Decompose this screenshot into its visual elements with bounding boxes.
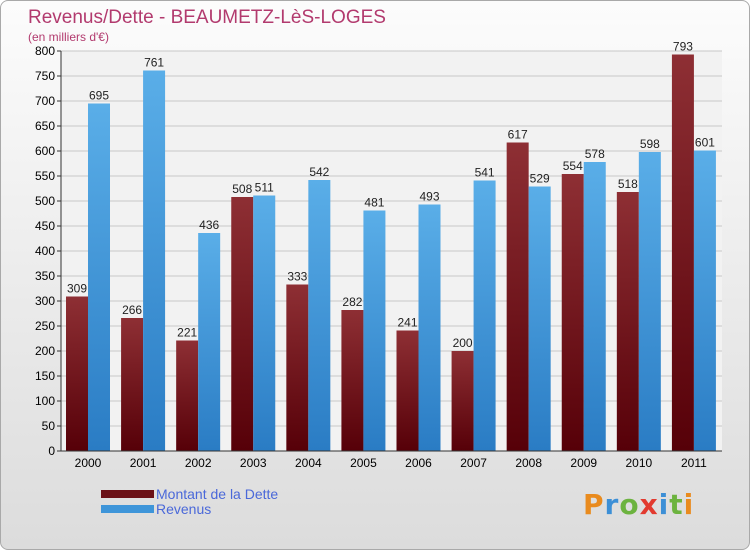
bar-dette	[231, 197, 254, 451]
y-tick-label: 800	[35, 44, 55, 58]
x-tick-label: 2001	[130, 456, 157, 470]
data-label-dette: 221	[177, 326, 197, 340]
x-tick-label: 2002	[185, 456, 212, 470]
bar-revenus	[418, 204, 441, 451]
bar-dette	[121, 318, 144, 451]
y-tick-label: 700	[35, 94, 55, 108]
bar-dette	[451, 351, 474, 451]
bar-dette	[616, 192, 639, 451]
data-label-dette: 200	[453, 336, 473, 350]
data-label-revenus: 598	[640, 137, 660, 151]
legend-swatch-debt	[101, 490, 154, 498]
x-tick-label: 2007	[460, 456, 487, 470]
bar-dette	[396, 330, 419, 451]
y-tick-label: 550	[35, 169, 55, 183]
bar-revenus	[363, 210, 386, 451]
x-tick-label: 2000	[75, 456, 102, 470]
data-label-dette: 554	[563, 159, 583, 173]
proxiti-logo: Proxiti	[583, 488, 695, 521]
bar-revenus	[88, 103, 110, 451]
data-label-dette: 793	[673, 40, 693, 54]
y-tick-label: 50	[42, 419, 56, 433]
data-label-revenus: 542	[309, 165, 329, 179]
y-tick-label: 300	[35, 294, 55, 308]
data-label-dette: 518	[618, 177, 638, 191]
data-label-revenus: 493	[419, 190, 439, 204]
bar-dette	[341, 310, 364, 451]
data-label-dette: 333	[287, 270, 307, 284]
data-label-revenus: 541	[475, 166, 495, 180]
bar-dette	[561, 174, 584, 451]
data-label-revenus: 695	[89, 89, 109, 103]
bar-dette	[671, 54, 694, 451]
data-label-dette: 617	[508, 128, 528, 142]
data-label-dette: 309	[67, 282, 87, 296]
x-tick-label: 2010	[625, 456, 652, 470]
bar-dette	[66, 296, 88, 451]
x-tick-label: 2009	[570, 456, 597, 470]
x-tick-label: 2004	[295, 456, 322, 470]
x-tick-label: 2005	[350, 456, 377, 470]
data-label-dette: 282	[342, 295, 362, 309]
y-tick-label: 250	[35, 319, 55, 333]
bar-dette	[506, 142, 529, 451]
y-tick-label: 100	[35, 394, 55, 408]
y-tick-label: 750	[35, 69, 55, 83]
y-tick-label: 450	[35, 219, 55, 233]
data-label-dette: 241	[397, 316, 417, 330]
bar-revenus	[308, 180, 331, 451]
y-tick-label: 650	[35, 119, 55, 133]
chart-title: Revenus/Dette - BEAUMETZ-LèS-LOGES	[28, 7, 386, 28]
data-label-revenus: 601	[695, 136, 715, 150]
data-label-revenus: 481	[364, 196, 384, 210]
legend-swatch-revenus	[101, 505, 154, 513]
bar-revenus	[583, 162, 606, 451]
bar-revenus	[638, 152, 661, 451]
chart-subtitle: (en milliers d'€)	[28, 30, 109, 44]
legend-label-revenus: Revenus	[156, 501, 212, 517]
y-tick-label: 400	[35, 244, 55, 258]
y-tick-label: 0	[48, 444, 55, 458]
data-label-revenus: 761	[144, 56, 164, 70]
y-tick-label: 600	[35, 144, 55, 158]
data-label-revenus: 511	[255, 181, 274, 195]
y-tick-label: 350	[35, 269, 55, 283]
data-label-revenus: 578	[585, 147, 605, 161]
x-tick-label: 2008	[515, 456, 542, 470]
bar-revenus	[693, 150, 716, 451]
bar-revenus	[198, 233, 221, 451]
bar-revenus	[528, 186, 551, 451]
x-tick-label: 2011	[681, 456, 707, 470]
data-label-dette: 266	[122, 303, 142, 317]
bar-revenus	[473, 180, 496, 451]
y-tick-label: 200	[35, 344, 55, 358]
data-label-revenus: 436	[199, 218, 219, 232]
x-tick-label: 2006	[405, 456, 432, 470]
legend-label-debt: Montant de la Dette	[156, 486, 279, 502]
x-tick-label: 2003	[240, 456, 267, 470]
y-tick-label: 500	[35, 194, 55, 208]
bar-revenus	[253, 195, 276, 451]
data-label-dette: 508	[232, 182, 252, 196]
data-label-revenus: 529	[530, 172, 550, 186]
bar-dette	[286, 284, 309, 451]
bar-revenus	[143, 70, 166, 451]
y-tick-label: 150	[35, 369, 55, 383]
bar-dette	[176, 340, 199, 451]
